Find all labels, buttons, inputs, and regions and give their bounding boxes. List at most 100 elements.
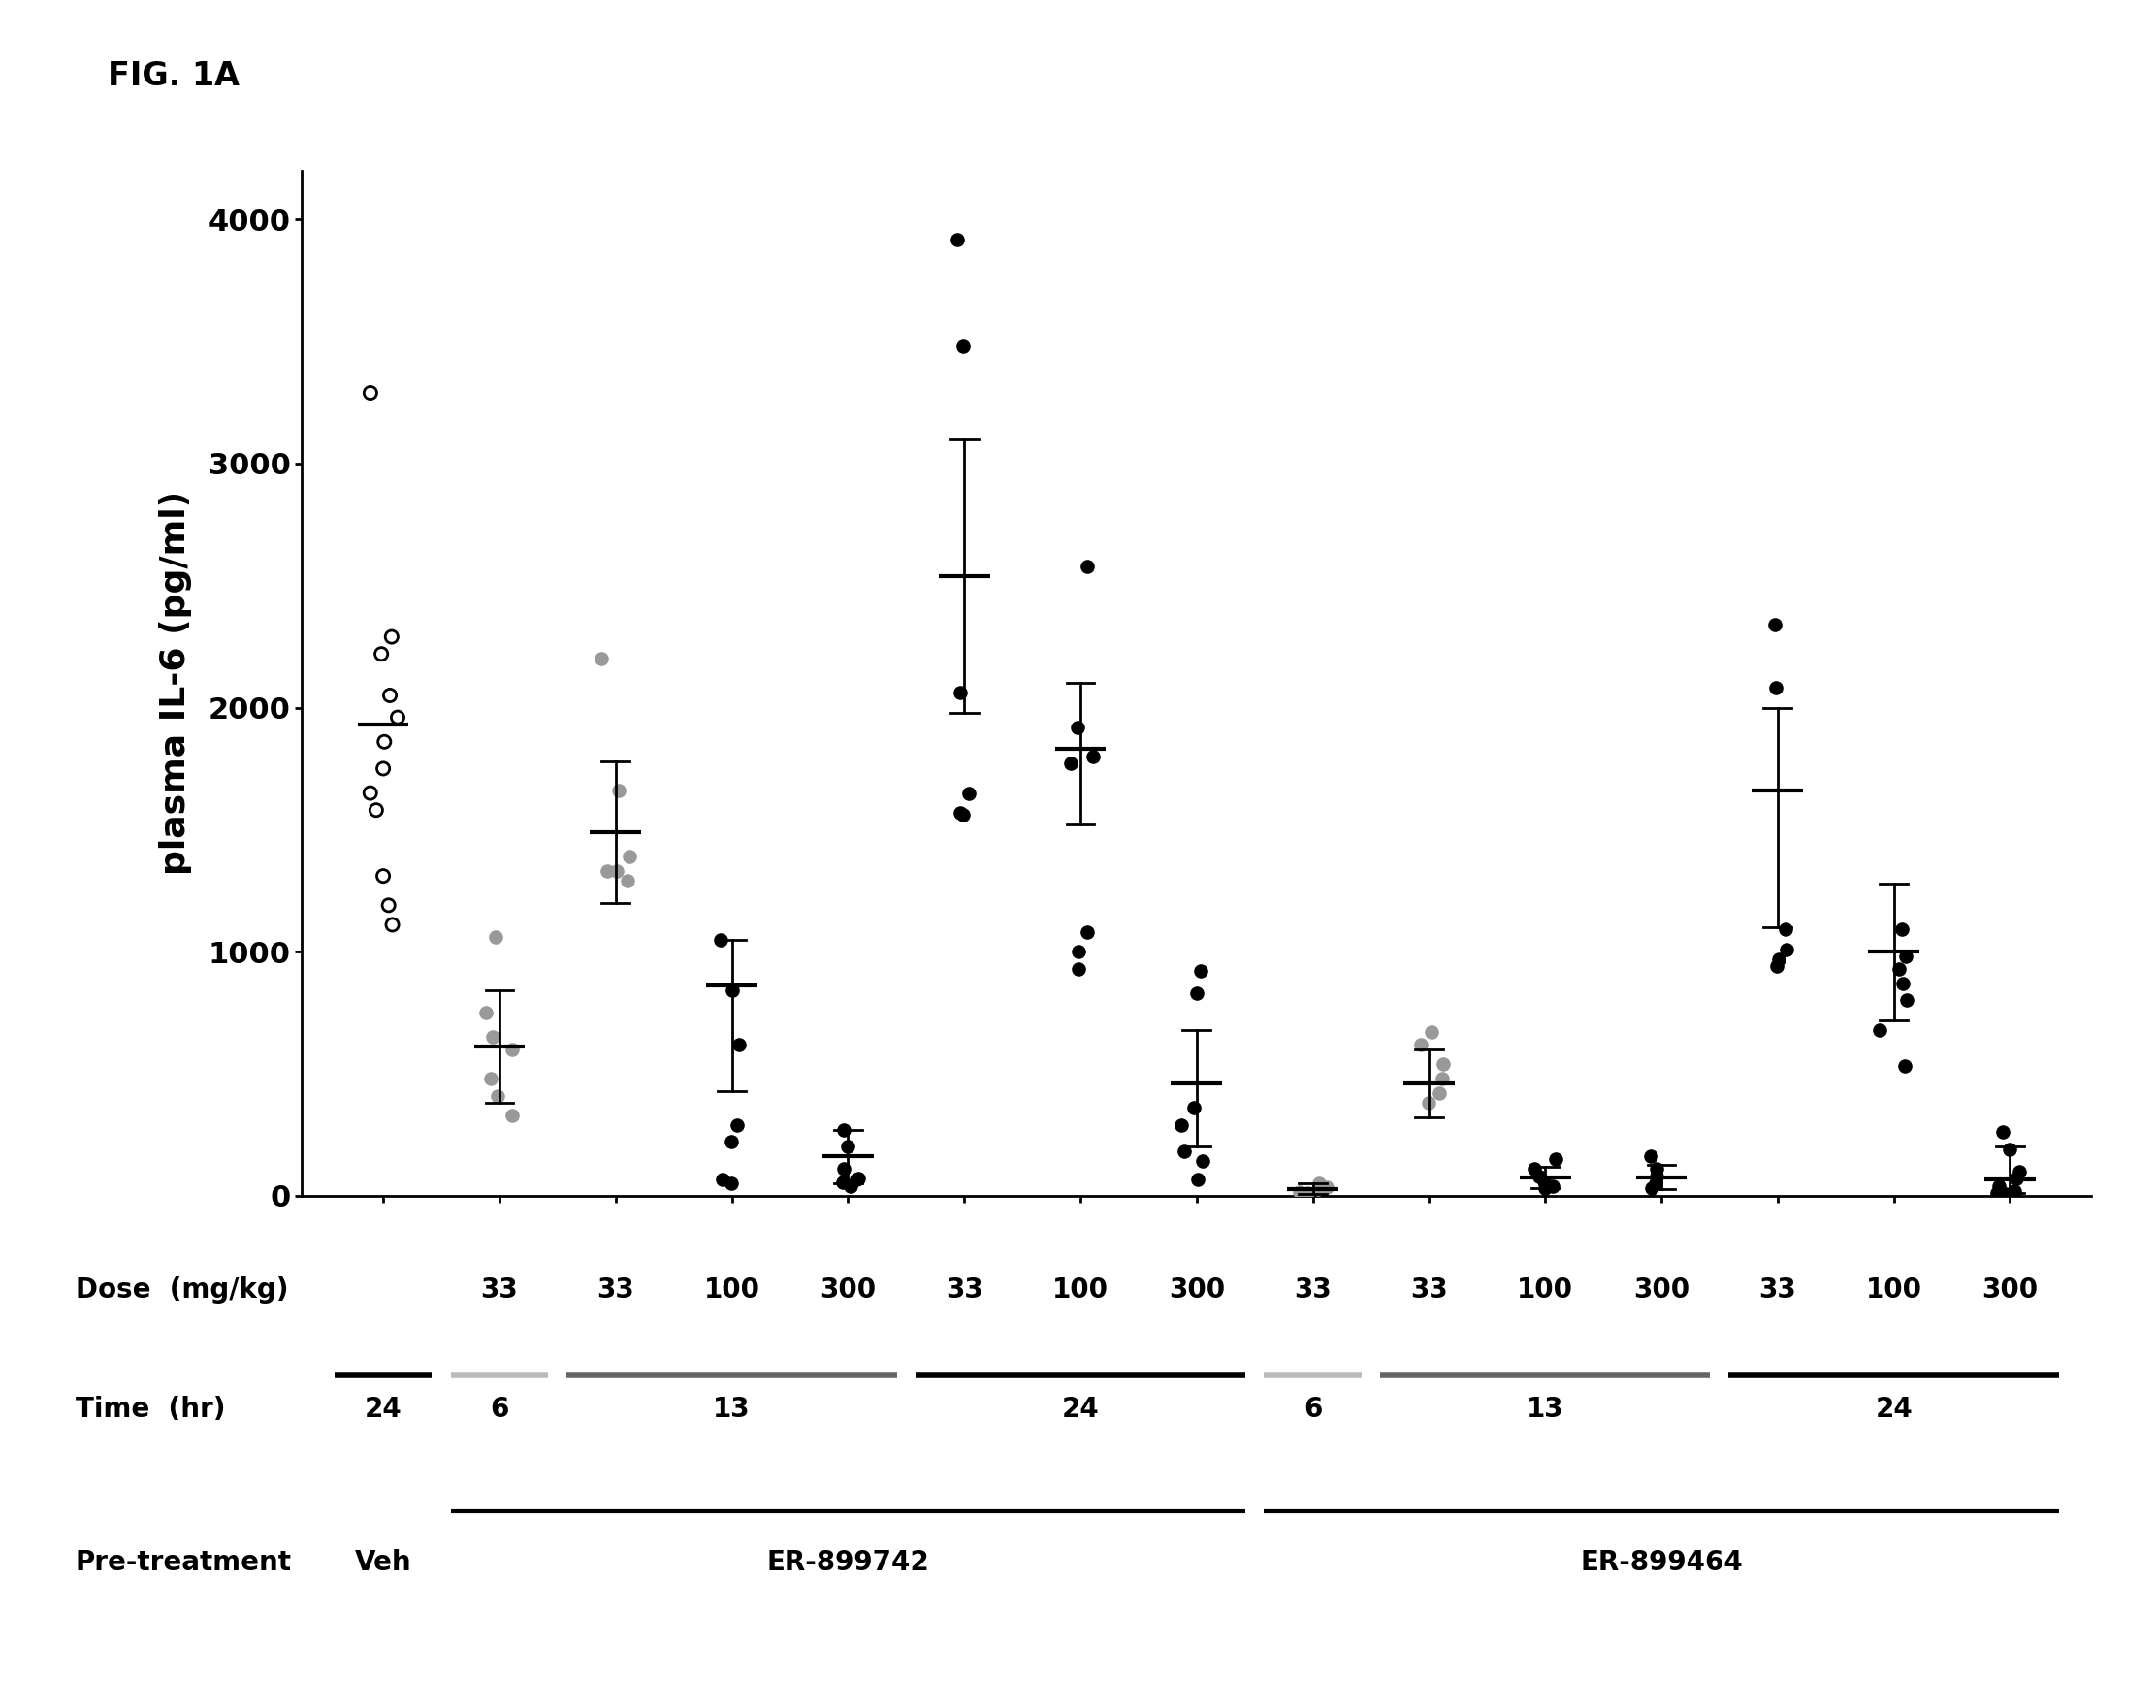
Point	[1884, 915, 1919, 943]
Point	[610, 868, 645, 895]
Point	[1891, 987, 1925, 1015]
Text: 13: 13	[1526, 1395, 1563, 1423]
Point	[1186, 1148, 1220, 1175]
Point	[1634, 1175, 1669, 1202]
Point	[1404, 1030, 1438, 1057]
Text: 100: 100	[1052, 1276, 1108, 1303]
Point	[358, 796, 392, 823]
Point	[1054, 750, 1089, 777]
Point	[1863, 1016, 1897, 1044]
Point	[1076, 743, 1110, 770]
Point	[942, 680, 977, 707]
Point	[1061, 955, 1095, 982]
Point	[1526, 1175, 1561, 1202]
Point	[354, 779, 388, 806]
Text: Pre-treatment: Pre-treatment	[75, 1549, 291, 1576]
Point	[1069, 552, 1104, 579]
Point	[1061, 938, 1095, 965]
Text: 300: 300	[819, 1276, 875, 1303]
Point	[705, 1167, 740, 1194]
Point	[828, 1115, 862, 1143]
Text: Time  (hr): Time (hr)	[75, 1395, 226, 1423]
Point	[1069, 919, 1104, 946]
Point	[720, 1112, 755, 1139]
Text: 300: 300	[1634, 1276, 1690, 1303]
Point	[1996, 1177, 2031, 1204]
Text: Veh: Veh	[356, 1549, 412, 1576]
Point	[367, 728, 401, 755]
Point	[714, 1129, 748, 1156]
Point	[1300, 1175, 1335, 1202]
Point	[1639, 1163, 1673, 1190]
Text: 6: 6	[1304, 1395, 1322, 1423]
Text: ER-899464: ER-899464	[1580, 1549, 1742, 1576]
Point	[951, 779, 985, 806]
Point	[940, 225, 975, 253]
Text: 13: 13	[714, 1395, 750, 1423]
Point	[474, 1064, 509, 1091]
Point	[1289, 1180, 1324, 1208]
Point	[830, 1132, 865, 1160]
Point	[1889, 943, 1923, 970]
Point	[946, 801, 981, 828]
Point	[354, 379, 388, 407]
Point	[375, 910, 410, 938]
Point	[373, 681, 407, 709]
Point	[1184, 958, 1218, 986]
Point	[1522, 1163, 1557, 1190]
Text: 100: 100	[703, 1276, 759, 1303]
Point	[1535, 1172, 1570, 1199]
Point	[1986, 1119, 2020, 1146]
Text: 24: 24	[1061, 1395, 1100, 1423]
Point	[1992, 1136, 2027, 1163]
Text: 33: 33	[597, 1276, 634, 1303]
Point	[1302, 1170, 1337, 1197]
Text: 33: 33	[1410, 1276, 1449, 1303]
Point	[703, 926, 737, 953]
Point	[371, 892, 405, 919]
Point	[1414, 1018, 1449, 1045]
Point	[379, 704, 414, 731]
Point	[1761, 945, 1796, 972]
Text: 33: 33	[944, 1276, 983, 1303]
Point	[1518, 1155, 1552, 1182]
Point	[1309, 1173, 1343, 1201]
Point	[591, 857, 625, 885]
Point	[1770, 936, 1805, 963]
Point	[1979, 1180, 2014, 1208]
Point	[367, 755, 401, 782]
Point	[826, 1155, 860, 1182]
Point	[1425, 1064, 1460, 1091]
Point	[599, 857, 634, 885]
Point	[479, 924, 513, 951]
Y-axis label: plasma IL-6 (pg/ml): plasma IL-6 (pg/ml)	[160, 492, 192, 874]
Point	[1889, 1052, 1923, 1079]
Point	[476, 1023, 511, 1050]
Point	[1988, 1180, 2022, 1208]
Text: 24: 24	[1876, 1395, 1912, 1423]
Point	[1999, 1165, 2033, 1192]
Point	[375, 623, 410, 651]
Point	[1759, 953, 1794, 980]
Text: 24: 24	[364, 1395, 401, 1423]
Text: 33: 33	[1294, 1276, 1332, 1303]
Point	[367, 863, 401, 890]
Point	[1179, 979, 1214, 1006]
Text: 300: 300	[1981, 1276, 2037, 1303]
Text: 100: 100	[1865, 1276, 1921, 1303]
Point	[1882, 955, 1917, 982]
Point	[1425, 1050, 1460, 1078]
Point	[1410, 1090, 1445, 1117]
Point	[1283, 1179, 1317, 1206]
Point	[1639, 1155, 1673, 1182]
Point	[1981, 1172, 2016, 1199]
Point	[1166, 1138, 1201, 1165]
Point	[364, 640, 399, 668]
Point	[602, 777, 636, 804]
Point	[1164, 1112, 1199, 1139]
Point	[584, 646, 619, 673]
Point	[839, 1167, 873, 1194]
Point	[496, 1102, 530, 1129]
Text: ER-899742: ER-899742	[768, 1549, 929, 1576]
Point	[1759, 675, 1794, 702]
